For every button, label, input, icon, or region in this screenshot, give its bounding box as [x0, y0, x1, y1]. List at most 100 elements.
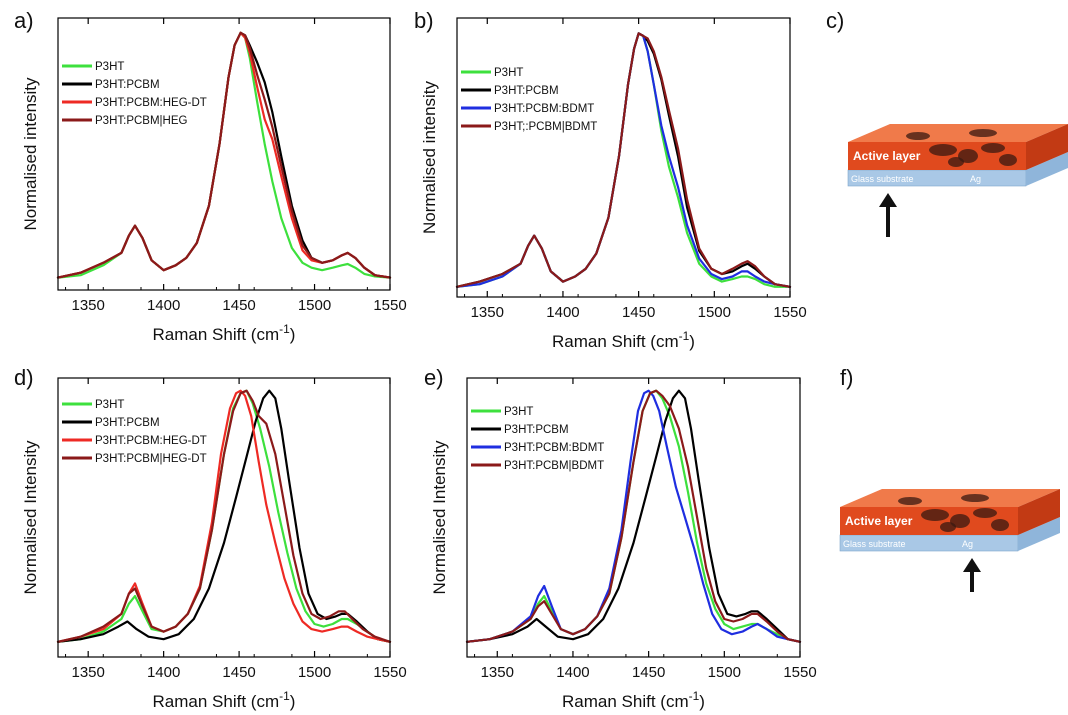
x-tick-label: 1500	[698, 304, 731, 321]
panel-label: d)	[14, 365, 34, 390]
morphology-texture	[961, 494, 989, 502]
morphology-texture	[940, 522, 956, 532]
x-axis-label-text: Raman Shift	[562, 692, 660, 711]
legend-entry: P3HT:PCBM|BDMT	[504, 460, 604, 472]
legend-entry: P3HT:PCBM	[95, 79, 160, 91]
x-tick-label: 1400	[147, 664, 180, 681]
x-axis-unit-close: )	[689, 332, 695, 351]
legend-entry: P3HT	[504, 406, 533, 418]
series-line	[56, 31, 392, 279]
substrate-label: Glass substrate	[843, 539, 906, 549]
legend-entry: P3HT;:PCBM|BDMT	[494, 121, 597, 133]
legend-entry: P3HT:PCBM:BDMT	[504, 442, 604, 454]
morphology-texture	[898, 497, 922, 505]
device-diagram-2: f) Active layer Glass substrate Ag	[839, 365, 1060, 592]
x-axis-unit: (cm	[650, 332, 678, 351]
morphology-texture	[981, 143, 1005, 153]
panel-label: c)	[826, 8, 844, 33]
device-diagram-1: c) Active layer Glass substrate Ag	[826, 8, 1068, 237]
plot-frame	[466, 377, 801, 658]
x-axis-label: Raman Shift (cm-1)	[552, 329, 695, 351]
x-tick-label: 1550	[773, 304, 806, 321]
chart-panel-2: b) 1350 1400 1450 1500 1550 Raman Shift (cm-1)…	[414, 8, 807, 351]
chart-panel-1: a) 1350 1400 1450 1500 1550 Raman Shift (cm-1)…	[14, 8, 407, 344]
morphology-texture	[969, 129, 997, 137]
substrate-label: Glass substrate	[851, 174, 914, 184]
substrate-side	[1026, 152, 1068, 186]
x-axis-unit: (cm	[660, 692, 688, 711]
morphology-texture	[948, 157, 964, 167]
active-layer-side	[1018, 489, 1060, 535]
x-tick-label: 1550	[783, 664, 816, 681]
x-axis-unit-exponent: -1	[279, 322, 290, 336]
legend-entry: P3HT	[95, 399, 124, 411]
morphology-texture	[973, 508, 997, 518]
active-layer-side	[1026, 124, 1068, 170]
panel-label: b)	[414, 8, 434, 33]
legend-entry: P3HT:PCBM:HEG-DT	[95, 97, 207, 109]
legend-entry: P3HT:PCBM	[95, 417, 160, 429]
illumination-arrow-head	[963, 558, 981, 572]
x-axis-label: Raman Shift (cm-1)	[562, 689, 705, 711]
y-axis-label: Normalised Intensity	[430, 440, 449, 595]
x-axis-label-text: Raman Shift	[153, 692, 251, 711]
panel-label: e)	[424, 365, 444, 390]
series-line	[56, 389, 392, 643]
x-tick-label: 1500	[298, 297, 331, 314]
active-layer-label: Active layer	[853, 149, 921, 163]
x-axis-unit-exponent: -1	[279, 689, 290, 703]
x-tick-label: 1450	[622, 304, 655, 321]
x-axis-unit-close: )	[290, 325, 296, 344]
legend-entry: P3HT:PCBM:HEG-DT	[95, 435, 207, 447]
plot-frame	[57, 17, 391, 291]
x-tick-label: 1400	[556, 664, 589, 681]
x-axis-unit-close: )	[699, 692, 705, 711]
x-tick-label: 1450	[222, 664, 255, 681]
x-tick-label: 1350	[471, 304, 504, 321]
legend-entry: P3HT	[95, 61, 124, 73]
substrate-side	[1018, 517, 1060, 551]
panel-label: a)	[14, 8, 34, 33]
legend-entry: P3HT:PCBM|HEG	[95, 115, 188, 127]
x-axis-label: Raman Shift (cm-1)	[153, 322, 296, 344]
x-axis-label: Raman Shift (cm-1)	[153, 689, 296, 711]
active-layer-label: Active layer	[845, 514, 913, 528]
chart-panel-3: d) 1350 1400 1450 1500 1550 Raman Shift (cm-1)…	[14, 365, 407, 711]
legend-entry: P3HT	[494, 67, 523, 79]
illumination-arrow-head	[879, 193, 897, 207]
morphology-texture	[991, 519, 1009, 531]
morphology-texture	[921, 509, 949, 521]
morphology-texture	[958, 149, 978, 163]
x-tick-label: 1350	[71, 664, 104, 681]
x-axis-unit: (cm	[251, 692, 279, 711]
x-tick-label: 1550	[373, 297, 406, 314]
y-axis-label: Normalised intensity	[420, 80, 439, 234]
morphology-texture	[999, 154, 1017, 166]
series-line	[56, 389, 392, 643]
x-tick-label: 1500	[298, 664, 331, 681]
x-axis-label-text: Raman Shift	[153, 325, 251, 344]
legend-entry: P3HT:PCBM:BDMT	[494, 103, 594, 115]
y-axis-label: Normalised intensity	[21, 77, 40, 231]
x-tick-label: 1400	[147, 297, 180, 314]
morphology-texture	[906, 132, 930, 140]
x-axis-unit: (cm	[251, 325, 279, 344]
x-axis-unit-close: )	[290, 692, 296, 711]
legend-entry: P3HT:PCBM	[504, 424, 569, 436]
x-tick-label: 1350	[71, 297, 104, 314]
morphology-texture	[929, 144, 957, 156]
x-axis-unit-exponent: -1	[679, 329, 690, 343]
series-line	[455, 32, 792, 288]
electrode-label: Ag	[962, 539, 973, 549]
chart-panel-4: e) 1350 1400 1450 1500 1550 Raman Shift (cm-1)…	[424, 365, 817, 711]
plot-frame	[57, 377, 391, 658]
panel-label: f)	[840, 365, 853, 390]
morphology-texture	[950, 514, 970, 528]
legend-entry: P3HT:PCBM|HEG-DT	[95, 453, 207, 465]
y-axis-label: Normalised Intensity	[21, 440, 40, 595]
legend-entry: P3HT:PCBM	[494, 85, 559, 97]
electrode-label: Ag	[970, 174, 981, 184]
x-tick-label: 1450	[632, 664, 665, 681]
series-line	[465, 389, 802, 643]
